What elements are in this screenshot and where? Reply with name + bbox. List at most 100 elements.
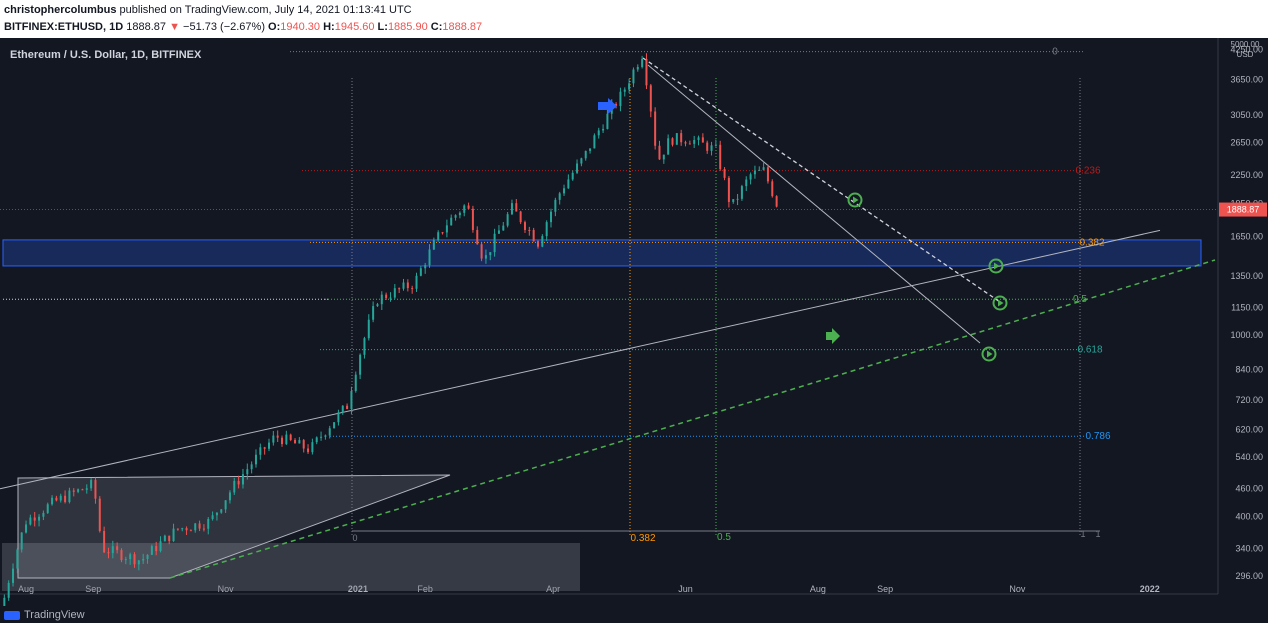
time-tick-label: Aug	[18, 584, 34, 594]
candle-body	[523, 222, 526, 230]
candle-body	[706, 142, 709, 151]
candle-body	[320, 436, 323, 438]
target-marker-play-icon	[994, 262, 1000, 270]
candle-body	[775, 196, 778, 207]
high-value: 1945.60	[334, 21, 375, 33]
tradingview-logo[interactable]: TradingView	[4, 609, 85, 621]
consolidation-box	[2, 543, 580, 591]
candle-body	[541, 236, 544, 247]
candle-body	[267, 442, 270, 449]
fib-time-label: 0	[352, 533, 357, 543]
candle-body	[281, 437, 284, 445]
candle-body	[98, 498, 101, 531]
candle-body	[445, 225, 448, 233]
fib-time-label: 1	[1095, 529, 1100, 539]
candle-body	[107, 552, 110, 554]
candle-body	[246, 469, 249, 475]
candle-body	[137, 560, 140, 565]
candle-body	[723, 169, 726, 178]
candle-body	[237, 480, 240, 485]
candle-body	[241, 474, 244, 485]
time-tick-label: Sep	[85, 584, 101, 594]
price-tick-label: 1150.00	[1231, 303, 1263, 313]
open-value: 1940.30	[280, 21, 321, 33]
candle-body	[64, 495, 67, 503]
candle-body	[727, 177, 730, 202]
candle-body	[528, 229, 531, 231]
candle-body	[341, 405, 344, 413]
chart-title: Ethereum / U.S. Dollar, 1D, BITFINEX	[10, 49, 202, 61]
down-arrow-icon: ▼	[169, 21, 180, 33]
candle-body	[380, 294, 383, 305]
candle-body	[641, 58, 644, 68]
candle-body	[658, 145, 661, 160]
candle-body	[33, 517, 36, 521]
fib-level-label: 0	[1052, 47, 1058, 58]
target-marker-icon	[992, 295, 1008, 311]
candle-body	[359, 354, 362, 375]
candle-body	[454, 215, 457, 218]
fib-time-label: 0.5	[717, 532, 731, 543]
tradingview-brand: TradingView	[24, 609, 85, 621]
target-marker-play-icon	[853, 196, 859, 204]
publish-line: christophercolumbus published on Trading…	[4, 4, 412, 16]
candle-body	[189, 530, 192, 532]
price-tick-label: 2250.00	[1230, 170, 1263, 180]
price-tick-label: 296.00	[1235, 571, 1263, 581]
candle-body	[363, 338, 366, 355]
time-tick-label: 2022	[1140, 584, 1160, 594]
candle-body	[211, 515, 214, 520]
candle-body	[150, 546, 153, 555]
candle-body	[497, 230, 500, 234]
candle-body	[619, 91, 622, 107]
candle-body	[693, 140, 696, 144]
candle-body	[463, 205, 466, 213]
candle-body	[671, 138, 674, 145]
time-tick-label: Jun	[678, 584, 693, 594]
fib-level-label: 0.5	[1073, 294, 1087, 305]
target-marker-play-icon	[987, 350, 993, 358]
candle-body	[250, 464, 253, 470]
candle-body	[467, 205, 470, 209]
low-value: 1885.90	[387, 21, 428, 33]
candle-body	[554, 199, 557, 212]
target-marker-icon	[988, 258, 1004, 274]
green-support-curve	[169, 259, 1216, 579]
ohlc-line: BITFINEX:ETHUSD, 1D 1888.87 ▼ −51.73 (−2…	[4, 21, 482, 33]
candle-body	[545, 222, 548, 237]
time-tick-label: Apr	[546, 584, 560, 594]
candle-body	[385, 294, 388, 299]
low-label: L:	[377, 21, 388, 33]
author-name[interactable]: christophercolumbus	[4, 4, 117, 16]
candle-body	[333, 422, 336, 429]
target-marker-icon	[981, 346, 997, 362]
candle-body	[675, 133, 678, 145]
symbol-label: BITFINEX:ETHUSD, 1D	[4, 21, 124, 33]
candle-body	[42, 512, 45, 517]
candle-body	[20, 532, 23, 550]
support-zone	[2, 239, 1202, 267]
price-chart[interactable]: Ethereum / U.S. Dollar, 1D, BITFINEX 4250…	[0, 38, 1268, 606]
candle-body	[684, 142, 687, 144]
price-tick-label: 3650.00	[1230, 74, 1263, 84]
fib-level-label: 0.382	[1079, 237, 1104, 248]
candle-body	[263, 447, 266, 449]
candle-body	[94, 480, 97, 499]
candle-body	[406, 282, 409, 289]
candle-body	[311, 442, 314, 453]
candle-body	[411, 288, 414, 290]
candle-body	[185, 528, 188, 531]
candle-body	[458, 212, 461, 216]
candle-body	[667, 138, 670, 155]
candle-body	[536, 241, 539, 247]
candle-body	[480, 244, 483, 259]
candle-body	[766, 167, 769, 182]
candle-body	[46, 504, 49, 513]
candle-body	[346, 405, 349, 410]
price-tick-label: 720.00	[1235, 395, 1263, 405]
candle-body	[515, 203, 518, 212]
candle-body	[476, 229, 479, 245]
candle-body	[29, 517, 32, 525]
candle-body	[493, 233, 496, 253]
candle-body	[550, 211, 553, 223]
